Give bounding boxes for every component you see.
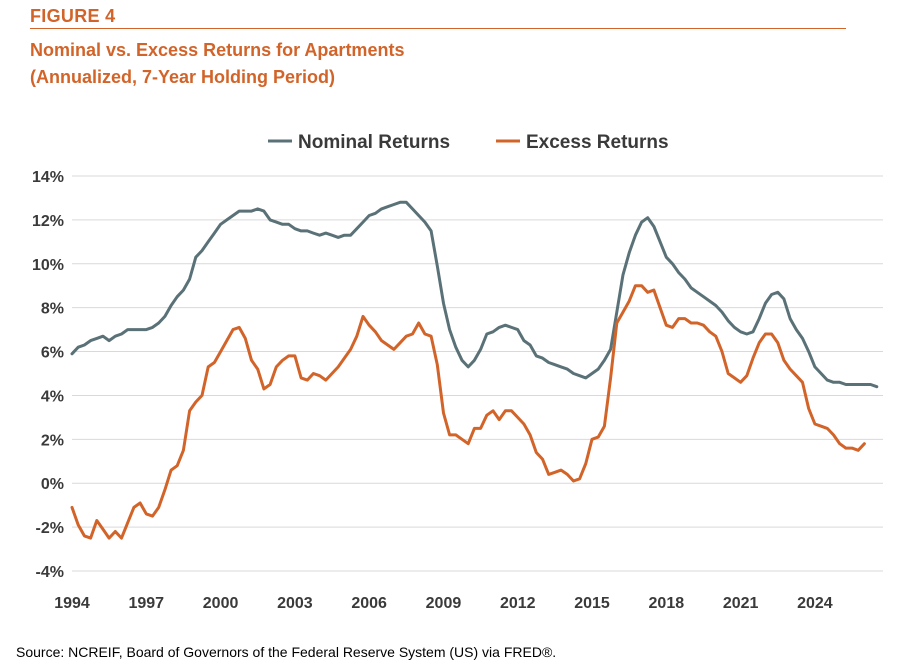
- x-tick-label: 2006: [351, 595, 387, 612]
- legend-label-nominal: Nominal Returns: [298, 132, 450, 153]
- y-tick-label: -2%: [36, 520, 64, 537]
- figure-label: FIGURE 4: [30, 6, 116, 26]
- y-tick-label: 8%: [41, 301, 64, 318]
- gridlines: [72, 175, 883, 572]
- x-tick-label: 2000: [203, 595, 239, 612]
- y-tick-label: 12%: [32, 213, 64, 230]
- chart-title-line-1: Nominal vs. Excess Returns for Apartment…: [30, 40, 405, 60]
- nominal-returns-line: [70, 200, 879, 389]
- y-tick-label: 6%: [41, 345, 64, 362]
- x-tick-label: 2012: [500, 595, 536, 612]
- y-tick-label: 2%: [41, 432, 64, 449]
- x-tick-label: 2015: [574, 595, 610, 612]
- legend: Nominal Returns Excess Returns: [268, 132, 669, 153]
- title-divider: [30, 28, 846, 29]
- y-axis: -4% -2% 0% 2% 4% 6% 8% 10% 12% 14%: [32, 169, 64, 581]
- y-tick-label: 0%: [41, 476, 64, 493]
- legend-label-excess: Excess Returns: [526, 132, 669, 153]
- excess-returns-line: [70, 284, 866, 540]
- y-tick-label: 4%: [41, 388, 64, 405]
- x-axis: 1994 1997 2000 2003 2006 2009 2012 2015 2018 2021…: [54, 595, 833, 612]
- x-tick-label: 2021: [723, 595, 759, 612]
- chart-title-line-2: (Annualized, 7-Year Holding Period): [30, 67, 336, 87]
- y-tick-label: 10%: [32, 257, 64, 274]
- y-tick-label: 14%: [32, 169, 64, 186]
- y-tick-label: -4%: [36, 564, 64, 581]
- x-tick-label: 2003: [277, 595, 313, 612]
- chart-title: Nominal vs. Excess Returns for Apartment…: [30, 37, 404, 91]
- source-note: Source: NCREIF, Board of Governors of th…: [16, 644, 557, 660]
- x-tick-label: 2024: [797, 595, 833, 612]
- x-tick-label: 1994: [54, 595, 90, 612]
- series-lines: [70, 200, 879, 540]
- x-tick-label: 2009: [426, 595, 462, 612]
- x-tick-label: 2018: [649, 595, 685, 612]
- x-tick-label: 1997: [128, 595, 164, 612]
